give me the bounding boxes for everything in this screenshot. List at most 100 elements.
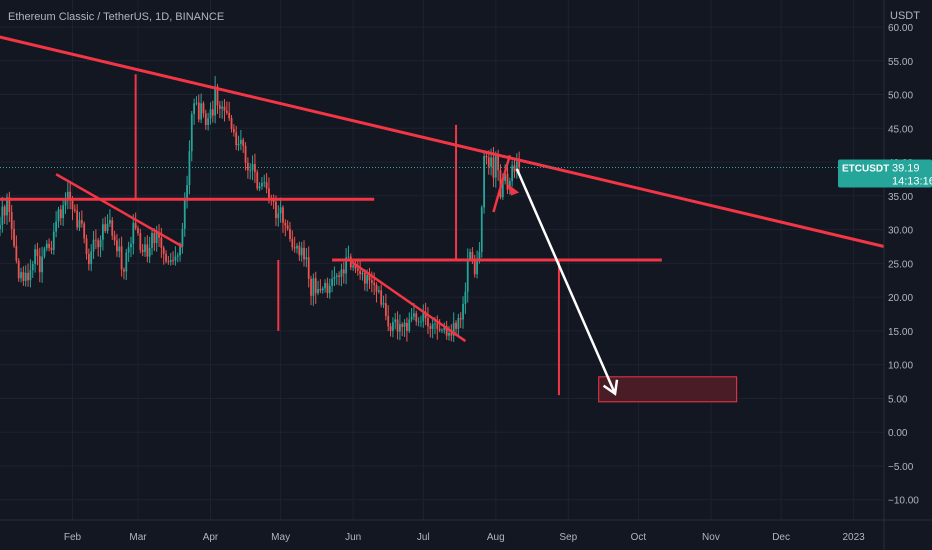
candle-body bbox=[293, 247, 296, 249]
candle-body bbox=[384, 303, 387, 317]
candle-body bbox=[118, 246, 121, 252]
candle-body bbox=[373, 282, 376, 285]
candle-body bbox=[422, 312, 425, 322]
candle-body bbox=[347, 256, 350, 258]
candle-body bbox=[401, 324, 404, 327]
candle-body bbox=[286, 225, 289, 229]
candle-body bbox=[237, 143, 240, 146]
time-tick-label: Mar bbox=[129, 532, 147, 543]
candle-body bbox=[43, 248, 46, 257]
candle-body bbox=[487, 157, 490, 167]
candle-body bbox=[244, 145, 247, 163]
candle-body bbox=[431, 324, 434, 329]
candle-body bbox=[459, 318, 462, 320]
candle-body bbox=[466, 259, 469, 292]
candle-body bbox=[221, 106, 224, 109]
time-axis[interactable]: Feb Mar Apr May Jun Jul Aug Sep Oct Nov Dec 2023 bbox=[0, 519, 932, 543]
candle-body bbox=[445, 326, 448, 336]
time-tick-label: Dec bbox=[772, 532, 790, 543]
grid bbox=[0, 0, 884, 520]
candle-body bbox=[193, 103, 196, 115]
time-tick-label: Aug bbox=[487, 532, 505, 543]
candle-body bbox=[494, 153, 497, 178]
candle-body bbox=[448, 332, 450, 336]
candle-body bbox=[36, 249, 39, 256]
candle-body bbox=[314, 278, 317, 294]
candle-body bbox=[176, 255, 179, 257]
candle-body bbox=[34, 249, 36, 265]
candle-body bbox=[24, 272, 27, 281]
time-tick-label: Sep bbox=[559, 532, 577, 543]
candle-body bbox=[97, 240, 100, 248]
price-tick-label: 35.00 bbox=[888, 192, 913, 203]
symbol-title[interactable]: Ethereum Classic / TetherUS, 1D, BINANCE bbox=[8, 11, 224, 23]
candle-body bbox=[148, 247, 151, 257]
candle-body bbox=[408, 319, 411, 331]
candle-body bbox=[268, 188, 270, 198]
candle-body bbox=[169, 260, 172, 263]
candle-body bbox=[356, 268, 359, 271]
candle-body bbox=[464, 291, 467, 304]
candle-body bbox=[1, 206, 4, 225]
candle-body bbox=[389, 326, 392, 331]
candle-body bbox=[417, 321, 420, 323]
candle-body bbox=[518, 161, 521, 168]
candle-body bbox=[387, 316, 390, 327]
candle-body bbox=[111, 220, 114, 236]
candle-body bbox=[473, 261, 476, 275]
candle-body bbox=[17, 260, 20, 279]
candle-body bbox=[29, 270, 32, 281]
price-tag-symbol: ETCUSDT bbox=[842, 164, 889, 175]
drawings bbox=[0, 35, 885, 403]
candle-body bbox=[174, 256, 177, 261]
price-tick-label: 10.00 bbox=[888, 361, 913, 372]
candle-body bbox=[52, 231, 55, 250]
candle-body bbox=[361, 272, 364, 275]
time-tick-label: 2023 bbox=[842, 532, 865, 543]
candle-body bbox=[218, 105, 221, 109]
candle-body bbox=[480, 207, 483, 252]
candle-body bbox=[434, 323, 436, 325]
candle-body bbox=[506, 173, 509, 190]
candle-body bbox=[420, 321, 422, 323]
candle-body bbox=[38, 255, 41, 273]
candle-body bbox=[275, 201, 277, 219]
candle-body bbox=[228, 112, 231, 119]
candle-body bbox=[106, 223, 109, 231]
candle-body bbox=[22, 272, 25, 281]
candle-body bbox=[160, 237, 163, 248]
candle-body bbox=[15, 245, 18, 261]
candle-body bbox=[303, 247, 305, 260]
candle-body bbox=[391, 322, 394, 331]
candle-body bbox=[300, 247, 303, 256]
candle-body bbox=[181, 228, 184, 247]
candle-body bbox=[415, 313, 418, 322]
candle-body bbox=[254, 164, 256, 173]
candle-body bbox=[312, 278, 315, 296]
price-tick-label: −5.00 bbox=[888, 462, 914, 473]
candle-body bbox=[335, 275, 338, 277]
candle-body bbox=[62, 205, 65, 219]
price-tick-label: 0.00 bbox=[888, 428, 908, 439]
candle-body bbox=[6, 197, 8, 216]
candle-body bbox=[242, 139, 245, 146]
candle-body bbox=[116, 240, 118, 252]
price-tick-label: 5.00 bbox=[888, 394, 908, 405]
price-tag-countdown: 14:13:16 bbox=[892, 176, 932, 188]
candle-body bbox=[232, 128, 235, 133]
candle-body bbox=[296, 245, 298, 249]
candle-body bbox=[207, 118, 210, 125]
candle-body bbox=[436, 323, 439, 329]
price-tick-label: 50.00 bbox=[888, 91, 913, 102]
candle-body bbox=[158, 232, 160, 238]
candle-body bbox=[396, 319, 399, 332]
candle-body bbox=[321, 288, 324, 291]
candle-body bbox=[94, 239, 97, 241]
candle-body bbox=[123, 269, 125, 272]
candle-body bbox=[165, 253, 167, 262]
candle-body bbox=[202, 103, 205, 114]
candle-body bbox=[328, 285, 331, 294]
time-tick-label: Feb bbox=[64, 532, 82, 543]
candle-body bbox=[137, 228, 139, 233]
candle-body bbox=[284, 222, 287, 226]
